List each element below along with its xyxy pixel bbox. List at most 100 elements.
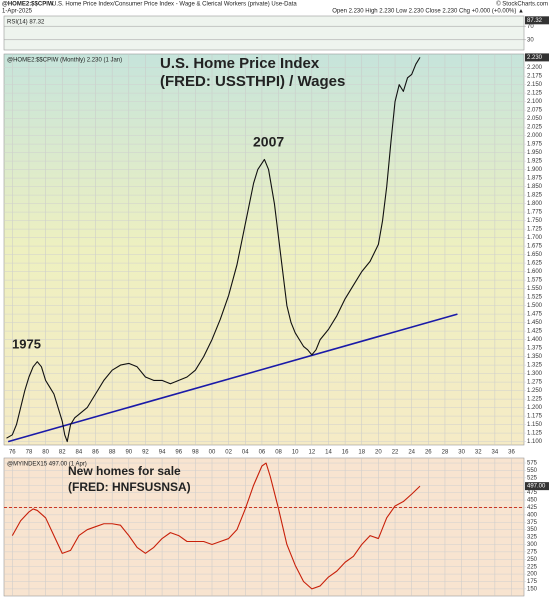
x-tick-label: 14: [325, 450, 332, 456]
annotation: U.S. Home Price Index: [160, 55, 320, 72]
y-tick-label: 1.650: [527, 252, 543, 258]
x-tick-label: 86: [92, 450, 99, 456]
x-tick-label: 36: [508, 450, 515, 456]
x-tick-label: 22: [392, 450, 399, 456]
y-tick-label: 1.250: [527, 388, 543, 394]
y-tick-label: 450: [527, 498, 538, 504]
y-tick-label: 30: [527, 37, 534, 43]
x-tick-label: 04: [242, 450, 249, 456]
y-tick-label: 1.325: [527, 363, 543, 369]
x-tick-label: 00: [209, 450, 216, 456]
y-tick-label: 1.975: [527, 142, 543, 148]
x-tick-label: 20: [375, 450, 382, 456]
y-tick-label: 1.275: [527, 380, 543, 386]
y-tick-label: 2.025: [527, 125, 543, 131]
y-tick-label: 375: [527, 520, 538, 526]
y-tick-label: 2.200: [527, 65, 543, 71]
y-tick-label: 1.600: [527, 269, 543, 275]
y-tick-label: 1.200: [527, 405, 543, 411]
trend-line: [7, 313, 458, 443]
y-tick-label: 2.075: [527, 108, 543, 114]
x-tick-label: 24: [408, 450, 415, 456]
y-tick-label: 1.875: [527, 176, 543, 182]
y-tick-label: 1.625: [527, 261, 543, 267]
y-tick-label: 1.125: [527, 431, 543, 437]
x-tick-label: 10: [292, 450, 299, 456]
x-tick-label: 92: [142, 450, 149, 456]
legend: @HOME2:$$CPIW (Monthly) 2.230 (1 Jan): [7, 58, 122, 64]
panel-background: [3, 53, 525, 446]
y-tick-label: 275: [527, 549, 538, 555]
x-tick-label: 30: [458, 450, 465, 456]
x-tick-label: 90: [125, 450, 132, 456]
value-badge: [525, 482, 549, 491]
value-badge: [525, 16, 549, 25]
y-tick-label: 1.475: [527, 312, 543, 318]
description: U.S. Home Price Index/Consumer Price Ind…: [52, 2, 297, 8]
y-tick-label: 1.500: [527, 303, 543, 309]
y-tick-label: 1.900: [527, 167, 543, 173]
y-tick-label: 2.125: [527, 91, 543, 97]
y-tick-label: 1.375: [527, 346, 543, 352]
y-tick-label: 2.000: [527, 133, 543, 139]
y-tick-label: 1.450: [527, 320, 543, 326]
y-tick-label: 1.575: [527, 278, 543, 284]
x-tick-label: 80: [42, 450, 49, 456]
y-tick-label: 225: [527, 564, 538, 570]
y-tick-label: 400: [527, 512, 538, 518]
x-tick-label: 28: [442, 450, 449, 456]
y-tick-label: 550: [527, 468, 538, 474]
x-tick-label: 12: [308, 450, 315, 456]
y-tick-label: 2.175: [527, 74, 543, 80]
y-tick-label: 1.800: [527, 201, 543, 207]
series-line: [11, 462, 421, 590]
y-tick-label: 1.350: [527, 354, 543, 360]
x-tick-label: 34: [492, 450, 499, 456]
value-badge-label: 497.00: [527, 484, 546, 490]
annotation: 1975: [12, 336, 41, 351]
x-tick-label: 16: [342, 450, 349, 456]
y-tick-label: 1.400: [527, 337, 543, 343]
y-tick-label: 150: [527, 586, 538, 592]
y-tick-label: 1.850: [527, 184, 543, 190]
y-tick-label: 1.175: [527, 414, 543, 420]
y-tick-label: 1.525: [527, 295, 543, 301]
x-tick-label: 94: [159, 450, 166, 456]
x-tick-label: 88: [109, 450, 116, 456]
y-tick-label: 2.100: [527, 99, 543, 105]
y-tick-label: 1.700: [527, 235, 543, 241]
value-badge: [525, 53, 549, 62]
y-tick-label: 525: [527, 475, 538, 481]
y-tick-label: 475: [527, 490, 538, 496]
y-tick-label: 1.750: [527, 218, 543, 224]
x-tick-label: 78: [26, 450, 33, 456]
value-badge-label: 2.230: [527, 55, 543, 61]
y-tick-label: 2.150: [527, 82, 543, 88]
legend: @MYINDEX15 497.00 (1 Apr): [7, 462, 87, 468]
y-tick-label: 575: [527, 461, 538, 467]
x-tick-label: 32: [475, 450, 482, 456]
y-tick-label: 1.925: [527, 159, 543, 165]
x-tick-label: 08: [275, 450, 282, 456]
annotation: New homes for sale: [68, 464, 181, 478]
y-tick-label: 175: [527, 579, 538, 585]
x-tick-label: 98: [192, 450, 199, 456]
panel-background: [3, 457, 525, 597]
date: 1-Apr-2025: [2, 9, 33, 15]
x-tick-label: 02: [225, 450, 232, 456]
y-tick-label: 1.825: [527, 193, 543, 199]
annotation: (FRED: HNFSUSNSA): [68, 480, 191, 494]
symbol: @HOME2:$$CPIW: [2, 2, 54, 8]
y-tick-label: 70: [527, 24, 534, 30]
y-tick-label: 1.300: [527, 371, 543, 377]
legend: RSI(14) 87.32: [7, 20, 45, 26]
y-tick-label: 1.150: [527, 422, 543, 428]
x-tick-label: 96: [175, 450, 182, 456]
y-tick-label: 1.675: [527, 244, 543, 250]
x-tick-label: 18: [358, 450, 365, 456]
annotation: (FRED: USSTHPI) / Wages: [160, 73, 345, 90]
y-tick-label: 300: [527, 542, 538, 548]
panel-background: [3, 15, 525, 51]
quote: Open 2.230 High 2.230 Low 2.230 Close 2.…: [332, 9, 524, 15]
